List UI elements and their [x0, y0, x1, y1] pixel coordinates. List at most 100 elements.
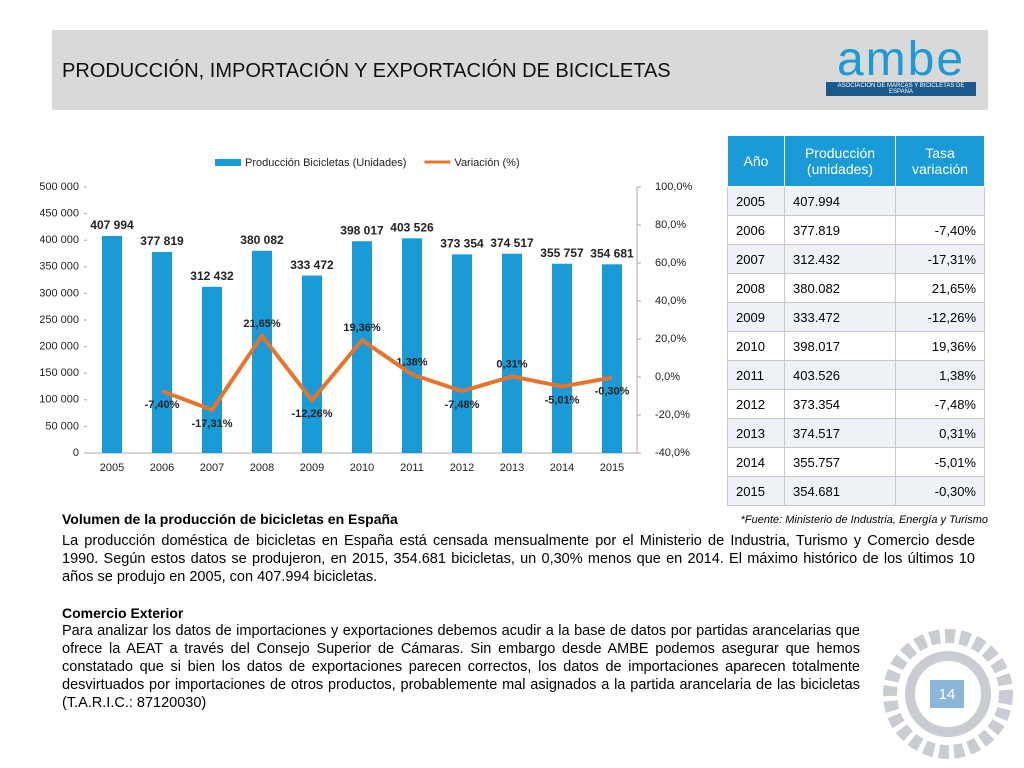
table-row: 2012 373.354 -7,48%	[727, 389, 985, 419]
chart: 0 50 000 100 000 150 000 200 000 250 000 300 0…	[40, 157, 693, 474]
table-cell: 312.432	[784, 244, 896, 274]
line-label: -17,31%	[192, 418, 233, 430]
bar	[252, 250, 272, 453]
table-header: Producción (unidades)	[784, 135, 896, 187]
section-heading: Volumen de la producción de bicicletas e…	[62, 511, 398, 527]
y2-tick-label: 100,0%	[655, 181, 693, 193]
bar-label: 380 082	[240, 233, 284, 247]
y-tick-label: 450 000	[40, 208, 79, 220]
table-cell: 354.681	[784, 476, 896, 506]
bar	[102, 235, 122, 453]
logo-text: ambe	[836, 33, 966, 86]
y2-tick-label: -40,0%	[655, 447, 690, 459]
line-label: 19,36%	[343, 322, 381, 334]
bar-label: 355 757	[540, 246, 584, 260]
x-tick-label: 2012	[450, 462, 474, 474]
x-tick-label: 2006	[150, 462, 174, 474]
table-cell: -7,40%	[895, 215, 985, 245]
bar	[152, 252, 172, 453]
table-row: 2008 380.082 21,65%	[727, 273, 985, 303]
bar	[352, 241, 372, 453]
line-label: 21,65%	[243, 318, 281, 330]
table-cell: 1,38%	[895, 360, 985, 390]
table-row: 2007 312.432 -17,31%	[727, 244, 985, 274]
table-cell: 2011	[727, 360, 785, 390]
line	[161, 332, 613, 413]
bar	[502, 253, 522, 453]
table-cell: 2010	[727, 331, 785, 361]
table-cell: 355.757	[784, 447, 896, 477]
table-cell: -7,48%	[895, 389, 985, 419]
paragraph: La producción doméstica de bicicletas en…	[62, 533, 975, 585]
bar-label: 398 017	[340, 223, 384, 237]
bar	[402, 238, 422, 453]
x-tick-label: 2005	[100, 462, 124, 474]
line-label: -0,30%	[595, 385, 630, 397]
y-tick-label: 50 000	[45, 420, 79, 432]
page-badge: 14	[883, 629, 1013, 759]
table-cell	[895, 186, 985, 216]
page-number: 14	[939, 686, 956, 703]
table-cell: 2006	[727, 215, 785, 245]
bar-label: 407 994	[90, 218, 134, 232]
line-label: -12,26%	[292, 408, 333, 420]
line-label: -5,01%	[545, 394, 580, 406]
bar	[552, 263, 572, 453]
table-cell: 0,31%	[895, 418, 985, 448]
x-tick-label: 2007	[200, 462, 224, 474]
y-tick-label: 200 000	[40, 341, 79, 353]
table-cell: 2015	[727, 476, 785, 506]
table-header: Tasa variación	[895, 135, 985, 187]
bar	[202, 286, 222, 453]
title: PRODUCCIÓN, IMPORTACIÓN Y EXPORTACIÓN DE…	[62, 60, 671, 82]
paragraph: Para analizar los datos de importaciones…	[62, 623, 860, 711]
x-tick-label: 2008	[250, 462, 274, 474]
legend-swatch	[215, 159, 241, 166]
table-cell: 380.082	[784, 273, 896, 303]
source: *Fuente: Ministerio de Industria, Energí…	[740, 514, 988, 526]
table-cell: 398.017	[784, 331, 896, 361]
y-tick-label: 250 000	[40, 314, 79, 326]
bar	[602, 264, 622, 453]
table-row: 2010 398.017 19,36%	[727, 331, 985, 361]
table-cell: 2013	[727, 418, 785, 448]
table-row: 2005 407.994	[727, 186, 985, 216]
logo-subtitle: ASOCIACIÓN DE MARCAS Y BICICLETAS DE ESP…	[826, 82, 976, 96]
data-table: Año Producción (unidades) Tasa variación 20…	[727, 135, 985, 506]
page-box	[930, 680, 964, 708]
y2-tick-label: -20,0%	[655, 409, 690, 421]
table-cell: -12,26%	[895, 302, 985, 332]
table-row: 2011 403.526 1,38%	[727, 360, 985, 390]
table-row: 2006 377.819 -7,40%	[727, 215, 985, 245]
bar-label: 312 432	[190, 269, 234, 283]
y-tick-label: 500 000	[40, 181, 79, 193]
y2-tick-label: 60,0%	[655, 257, 686, 269]
y2-tick-label: 40,0%	[655, 295, 686, 307]
table-cell: 407.994	[784, 186, 896, 216]
y-tick-label: 0	[73, 447, 79, 459]
table-cell: 333.472	[784, 302, 896, 332]
line-label: -7,40%	[145, 399, 180, 411]
table-cell: 2014	[727, 447, 785, 477]
table-cell: 2012	[727, 389, 785, 419]
table-cell: 2009	[727, 302, 785, 332]
table-cell: 374.517	[784, 418, 896, 448]
y-tick-label: 400 000	[40, 234, 79, 246]
table-row: 2014 355.757 -5,01%	[727, 447, 985, 477]
x-tick-label: 2014	[550, 462, 574, 474]
line-label: -7,48%	[445, 399, 480, 411]
legend-label: Variación (%)	[454, 157, 519, 169]
y2-tick-label: 20,0%	[655, 333, 686, 345]
x-tick-label: 2015	[600, 462, 624, 474]
bar-label: 333 472	[290, 258, 334, 272]
logo: ambe ASOCIACIÓN DE MARCAS Y BICICLETAS D…	[826, 33, 976, 96]
section-heading: Comercio Exterior	[62, 605, 184, 621]
gear-inner	[905, 651, 991, 737]
table-cell: 19,36%	[895, 331, 985, 361]
table-cell: 373.354	[784, 389, 896, 419]
table-row: 2009 333.472 -12,26%	[727, 302, 985, 332]
table-cell: 21,65%	[895, 273, 985, 303]
table-cell: 377.819	[784, 215, 896, 245]
bar-label: 374 517	[490, 236, 534, 250]
